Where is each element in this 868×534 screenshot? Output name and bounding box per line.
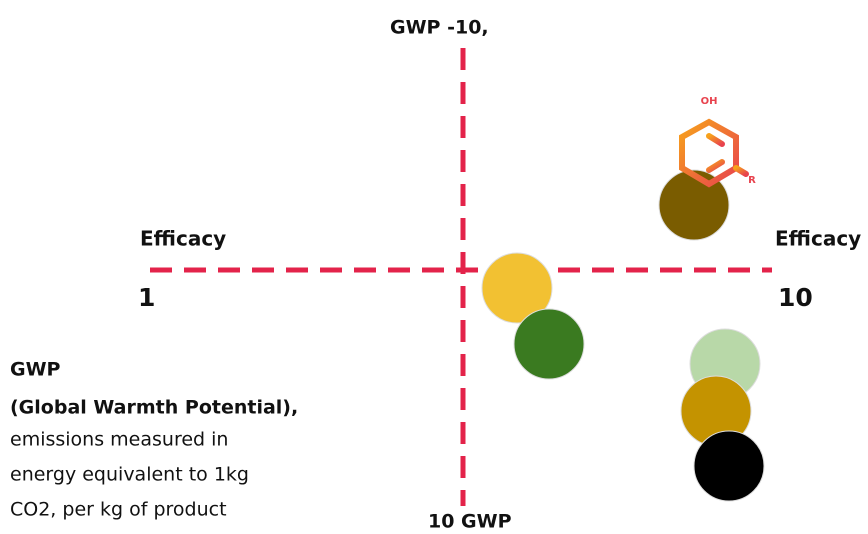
molecule-icon xyxy=(679,107,749,188)
axis-value-right: 10 xyxy=(778,283,813,312)
legend-line: CO2, per kg of product xyxy=(10,499,227,521)
legend-line: emissions measured in xyxy=(10,429,228,451)
circle xyxy=(481,252,553,324)
axis-label-right: Efficacy xyxy=(775,227,861,251)
axis-label-bottom: 10 GWP xyxy=(428,511,512,533)
molecule-group: OH xyxy=(701,96,718,107)
legend-line: energy equivalent to 1kg xyxy=(10,464,249,486)
circle xyxy=(693,430,765,502)
axis-label-left: Efficacy xyxy=(140,227,226,251)
circle xyxy=(513,308,585,380)
axis-value-left: 1 xyxy=(138,283,155,312)
legend-title: GWP xyxy=(10,359,61,381)
molecule-group: R xyxy=(748,175,756,186)
circle xyxy=(658,169,730,241)
legend-subtitle: (Global Warmth Potential), xyxy=(10,397,298,419)
axis-label-top: GWP -10, xyxy=(390,17,489,39)
